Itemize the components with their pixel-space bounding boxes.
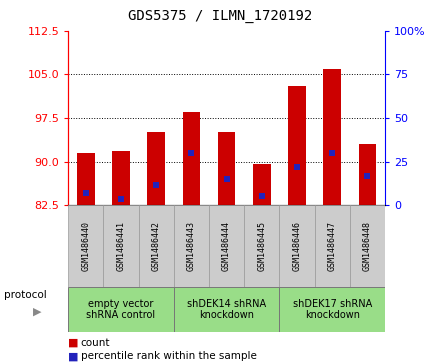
- Text: ▶: ▶: [33, 307, 42, 317]
- Bar: [147, 132, 165, 205]
- Bar: [359, 144, 376, 205]
- Text: protocol: protocol: [4, 290, 47, 300]
- Bar: [315, 205, 350, 287]
- Bar: [253, 164, 271, 205]
- Text: GSM1486446: GSM1486446: [293, 221, 301, 271]
- Text: GSM1486445: GSM1486445: [257, 221, 266, 271]
- Bar: [323, 69, 341, 205]
- Bar: [279, 205, 315, 287]
- Bar: [288, 86, 306, 205]
- Text: GSM1486440: GSM1486440: [81, 221, 90, 271]
- Bar: [244, 205, 279, 287]
- Bar: [174, 205, 209, 287]
- Text: count: count: [81, 338, 110, 348]
- Text: shDEK17 shRNA
knockdown: shDEK17 shRNA knockdown: [293, 299, 372, 320]
- Text: GSM1486448: GSM1486448: [363, 221, 372, 271]
- Text: GSM1486444: GSM1486444: [222, 221, 231, 271]
- Text: GDS5375 / ILMN_1720192: GDS5375 / ILMN_1720192: [128, 9, 312, 23]
- Text: ■: ■: [68, 351, 79, 361]
- Text: GSM1486442: GSM1486442: [152, 221, 161, 271]
- Bar: [112, 151, 130, 205]
- Bar: [218, 132, 235, 205]
- Bar: [139, 205, 174, 287]
- Bar: [279, 287, 385, 332]
- Bar: [103, 205, 139, 287]
- Text: GSM1486441: GSM1486441: [117, 221, 125, 271]
- Bar: [77, 153, 95, 205]
- Text: GSM1486443: GSM1486443: [187, 221, 196, 271]
- Text: percentile rank within the sample: percentile rank within the sample: [81, 351, 257, 361]
- Bar: [350, 205, 385, 287]
- Bar: [183, 112, 200, 205]
- Text: shDEK14 shRNA
knockdown: shDEK14 shRNA knockdown: [187, 299, 266, 320]
- Bar: [68, 287, 174, 332]
- Text: ■: ■: [68, 338, 79, 348]
- Text: empty vector
shRNA control: empty vector shRNA control: [86, 299, 156, 320]
- Text: GSM1486447: GSM1486447: [328, 221, 337, 271]
- Bar: [68, 205, 103, 287]
- Bar: [174, 287, 279, 332]
- Bar: [209, 205, 244, 287]
